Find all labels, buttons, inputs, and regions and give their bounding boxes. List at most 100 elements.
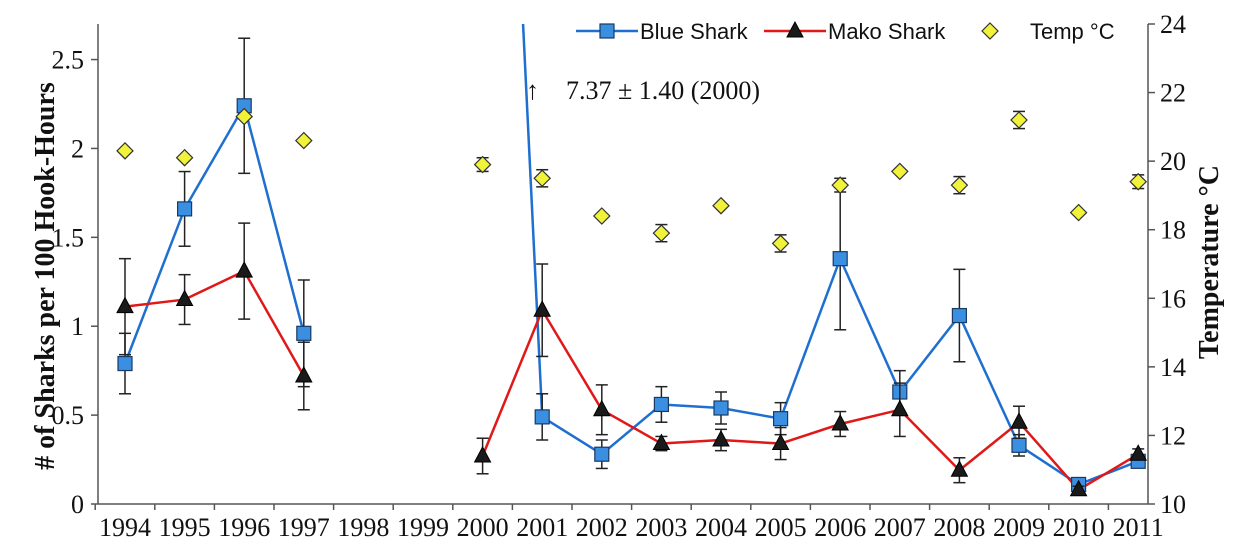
data-point-mako-shark — [1069, 479, 1088, 497]
data-point-temp — [533, 169, 552, 188]
data-point-blue-shark — [177, 201, 193, 217]
x-tick-label: 2002 — [576, 513, 628, 542]
data-point-blue-shark — [534, 409, 550, 425]
series-line-segment — [124, 298, 185, 308]
y2-axis-title: Temperature °C — [1194, 165, 1225, 359]
x-tick-label: 2009 — [993, 513, 1045, 542]
data-point-temp — [592, 207, 611, 225]
y2-tick-label: 16 — [1160, 284, 1186, 313]
series-line-segment — [481, 309, 544, 457]
legend-label: Blue Shark — [640, 19, 749, 44]
x-tick-label: 1999 — [397, 513, 449, 542]
data-point-blue-shark — [713, 400, 729, 416]
series-line-segment — [243, 270, 305, 377]
data-point-temp — [175, 148, 194, 167]
y2-tick-label: 20 — [1160, 147, 1186, 176]
annotation-arrow: ↑ — [526, 76, 539, 105]
data-point-blue-shark — [772, 411, 789, 427]
data-point-temp — [116, 142, 134, 160]
series-line-segment — [600, 403, 663, 456]
y-axis-title: # of Sharks per 100 Hook-Hours — [30, 82, 61, 470]
series-line-segment — [898, 314, 961, 393]
y-tick-label: 0.5 — [52, 401, 85, 430]
data-point-mako-shark — [592, 399, 611, 417]
series-line-segment — [601, 408, 663, 445]
data-point-mako-shark — [473, 445, 492, 463]
data-point-blue-shark — [296, 325, 312, 341]
data-point-mako-shark — [1129, 444, 1148, 461]
axes — [97, 24, 1149, 505]
plot-area — [123, 24, 1139, 491]
data-point-temp — [1010, 111, 1028, 129]
series-line-segment — [541, 309, 603, 411]
data-point-blue-shark — [1011, 437, 1027, 453]
markers — [116, 37, 1148, 497]
data-point-mako-shark — [533, 300, 552, 317]
data-point-temp — [1129, 172, 1148, 191]
series-line-segment — [242, 105, 306, 334]
legend-square-icon — [599, 23, 615, 39]
x-tick-label: 2007 — [874, 513, 926, 542]
ticks: 0 0.5 1 1.5 2 2.5 10 12 14 16 18 20 22 24 1994 1995 1996… — [52, 10, 1187, 542]
x-tick-label: 2003 — [635, 513, 687, 542]
series-line-segment — [720, 438, 781, 445]
series-line-segment — [958, 315, 1021, 446]
x-tick-label: 1997 — [278, 513, 330, 542]
y2-tick-label: 22 — [1160, 79, 1186, 108]
data-point-temp — [652, 224, 671, 242]
data-point-mako-shark — [116, 296, 134, 314]
legend: Blue Shark Mako Shark Temp °C — [576, 19, 1115, 44]
data-point-blue-shark — [594, 446, 610, 462]
series-line-segment — [541, 415, 603, 456]
x-tick-label: 2004 — [695, 513, 747, 542]
series-line-segment — [779, 258, 842, 420]
x-tick-label: 2011 — [1113, 513, 1164, 542]
legend-triangle-icon — [786, 20, 804, 38]
x-tick-label: 2001 — [516, 513, 568, 542]
data-point-mako-shark — [294, 365, 313, 383]
series-line-segment — [839, 408, 901, 426]
data-point-temp — [712, 196, 730, 215]
series-line-segment — [720, 406, 781, 420]
series-line-segment — [661, 403, 722, 410]
data-point-temp — [771, 234, 790, 253]
series-line-segment — [1077, 453, 1139, 491]
x-tick-label: 2005 — [755, 513, 807, 542]
legend-label: Mako Shark — [828, 19, 946, 44]
series-line-segment — [839, 258, 901, 393]
data-point-temp — [473, 155, 492, 174]
series-line-segment — [661, 438, 722, 445]
data-point-temp — [294, 131, 313, 150]
x-tick-label: 1995 — [159, 513, 211, 542]
data-point-mako-shark — [950, 460, 969, 477]
y-tick-label: 2 — [71, 134, 84, 163]
legend-diamond-icon — [981, 22, 999, 40]
data-point-mako-shark — [235, 261, 254, 278]
data-point-mako-shark — [890, 399, 909, 417]
data-point-mako-shark — [652, 433, 671, 451]
data-point-temp — [950, 176, 969, 194]
data-point-temp — [831, 176, 850, 194]
data-point-temp — [1069, 203, 1088, 222]
x-tick-label: 2000 — [457, 513, 509, 542]
series-line-segment — [958, 421, 1020, 472]
series-line-segment — [123, 208, 186, 365]
series-line-segment — [1018, 421, 1080, 491]
data-point-mako-shark — [712, 429, 730, 447]
series-line-segment — [521, 24, 544, 417]
x-tick-label: 2010 — [1053, 513, 1105, 542]
x-tick-label: 1996 — [218, 513, 270, 542]
data-point-mako-shark — [771, 433, 790, 451]
data-point-blue-shark — [951, 307, 968, 324]
y-tick-label: 0 — [71, 490, 84, 519]
series-line-segment — [898, 408, 961, 472]
x-tick-label: 2008 — [933, 513, 985, 542]
y-tick-label: 2.5 — [52, 46, 85, 75]
data-point-mako-shark — [1010, 412, 1028, 429]
x-tick-label: 2006 — [814, 513, 866, 542]
series-line-segment — [780, 422, 841, 445]
data-point-blue-shark — [832, 251, 848, 267]
legend-label: Temp °C — [1030, 19, 1115, 44]
y2-tick-label: 12 — [1160, 421, 1186, 450]
